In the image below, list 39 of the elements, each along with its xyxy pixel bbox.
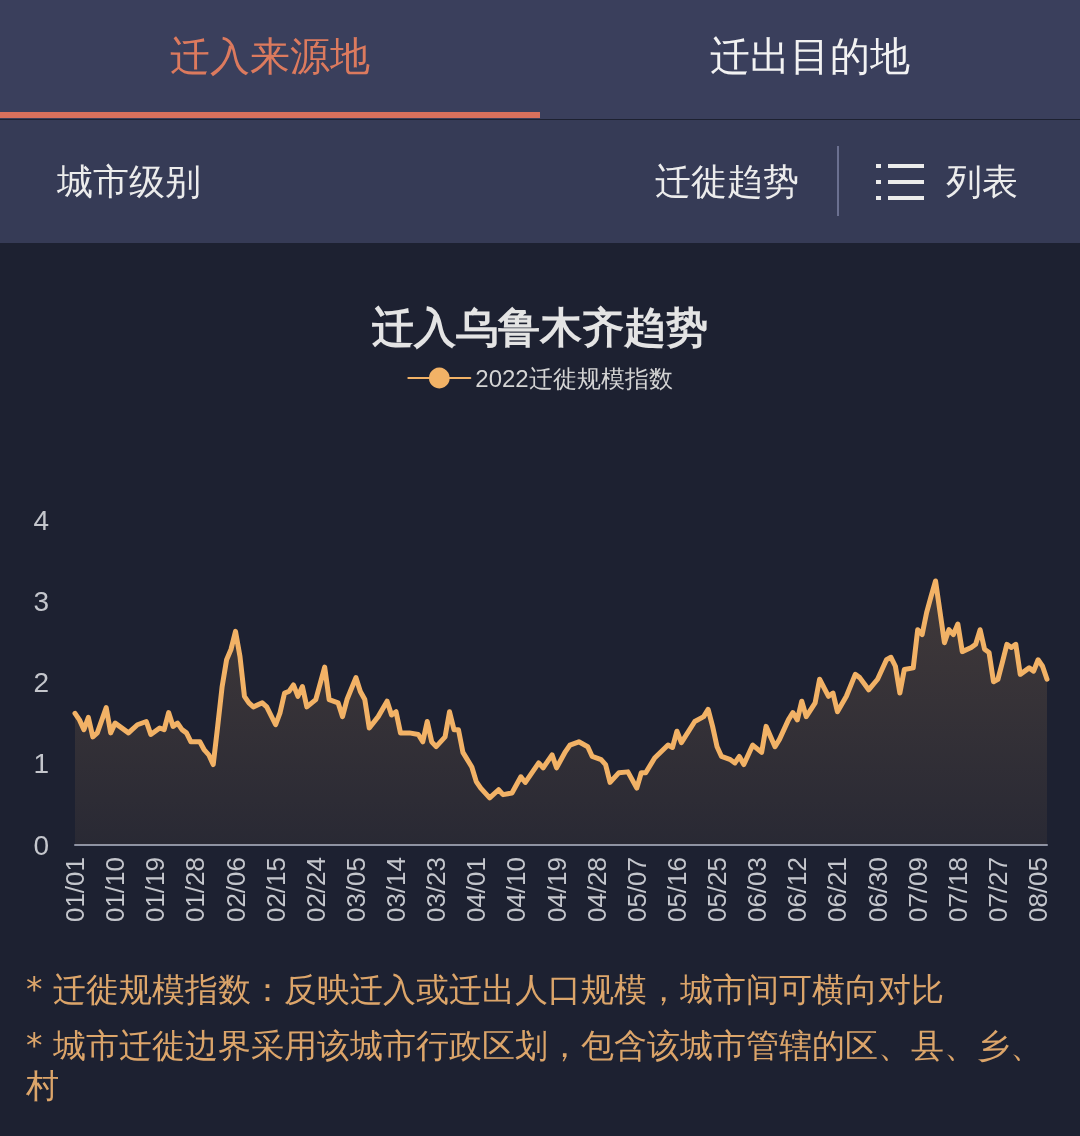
x-tick-label: 04/10 xyxy=(501,857,532,923)
x-tick-label: 08/05 xyxy=(1023,857,1054,923)
y-tick-label: 2 xyxy=(33,667,49,698)
x-tick-label: 05/25 xyxy=(702,857,733,923)
x-tick-label: 06/30 xyxy=(862,857,893,923)
text: * 城市迁徙边界采用该城市行政区划，包含该城市管辖的区、县、乡、村 xyxy=(26,1026,1044,1106)
x-tick-label: 02/15 xyxy=(260,857,291,923)
text: 迁出目的地 xyxy=(709,32,911,81)
x-tick-label: 05/16 xyxy=(661,857,692,923)
chart-title: 迁入乌鲁木齐趋势 xyxy=(371,303,708,351)
x-tick-label: 06/12 xyxy=(782,857,813,923)
x-tick-label: 05/07 xyxy=(621,857,652,923)
legend-label: 2022迁徙规模指数 xyxy=(475,364,673,392)
x-tick-label: 01/01 xyxy=(60,857,90,923)
x-tick-label: 03/14 xyxy=(381,857,412,923)
y-tick-label: 4 xyxy=(33,504,49,536)
x-tick-label: 07/27 xyxy=(982,857,1013,923)
text: * 迁徙规模指数：反映迁入或迁出人口规模，城市间可横向对比 xyxy=(26,970,945,1010)
x-tick-label: 04/01 xyxy=(461,857,492,923)
x-tick-label: 04/19 xyxy=(541,857,572,923)
text: 列表 xyxy=(946,160,1018,204)
y-tick-label: 0 xyxy=(33,829,49,861)
text: 城市级别 xyxy=(57,160,201,204)
x-tick-label: 03/23 xyxy=(421,857,452,923)
x-tick-label: 02/24 xyxy=(300,857,331,923)
x-tick-label: 06/21 xyxy=(822,857,853,923)
x-tick-label: 07/18 xyxy=(942,857,973,923)
x-tick-label: 07/09 xyxy=(902,857,933,923)
text: 迁入来源地 xyxy=(169,32,371,81)
x-tick-label: 02/06 xyxy=(220,857,251,923)
text: 迁徙趋势 xyxy=(655,160,799,204)
y-tick-label: 3 xyxy=(33,585,49,617)
x-tick-label: 01/28 xyxy=(180,857,211,923)
x-tick-label: 01/19 xyxy=(140,857,171,923)
x-tick-label: 01/10 xyxy=(100,857,131,923)
x-tick-label: 04/28 xyxy=(581,857,612,923)
y-tick-label: 1 xyxy=(33,748,49,780)
x-tick-label: 03/05 xyxy=(340,857,371,923)
x-tick-label: 06/03 xyxy=(742,857,773,923)
